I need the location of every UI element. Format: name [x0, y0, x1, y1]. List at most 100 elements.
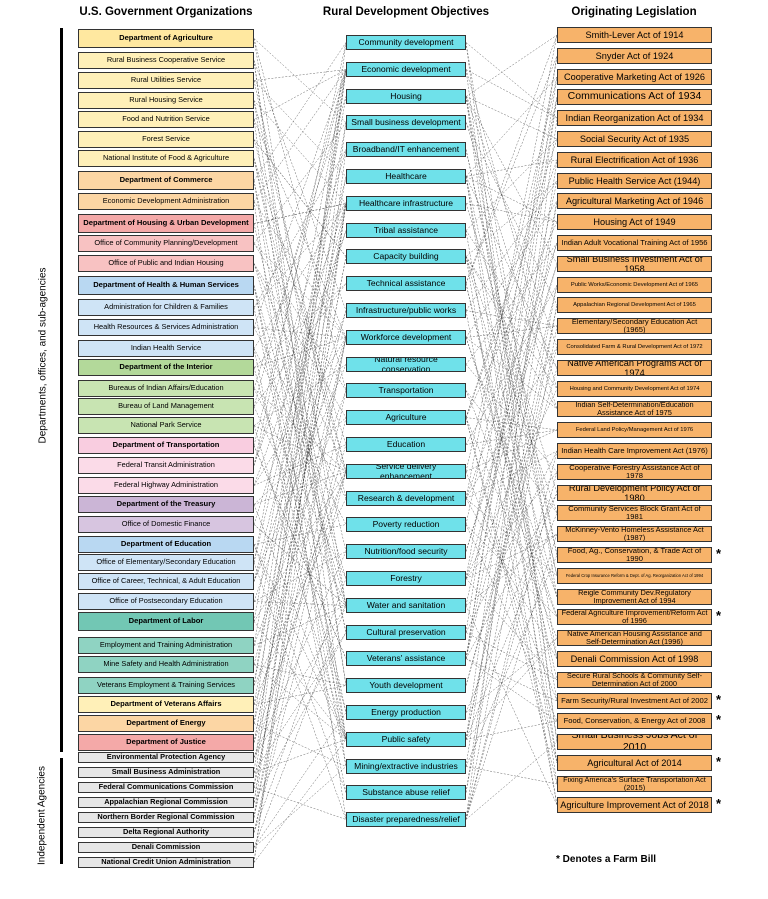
connection-line	[253, 444, 347, 758]
connection-line	[465, 96, 558, 556]
connection-line	[253, 337, 347, 788]
connection-line	[253, 42, 347, 466]
connection-line	[253, 203, 347, 803]
objective-capacity-building: Capacity building	[346, 249, 466, 264]
connection-line	[253, 96, 347, 622]
connection-line	[253, 122, 347, 818]
connection-line	[465, 256, 558, 410]
connection-line	[465, 242, 558, 552]
connection-line	[253, 203, 347, 582]
connection-line	[465, 310, 558, 327]
legislation-housing-and-community-development-act-of-1974: Housing and Community Development Act of…	[557, 381, 712, 397]
connection-line	[253, 664, 347, 740]
connection-line	[253, 203, 347, 466]
connection-line	[253, 524, 347, 545]
connection-line	[253, 80, 347, 499]
connection-line	[465, 203, 558, 223]
connection-line	[253, 445, 347, 659]
connection-line	[465, 390, 558, 618]
connection-line	[465, 138, 558, 418]
connection-line	[253, 176, 347, 686]
legislation-indian-health-care-improvement-act-1976: Indian Health Care Improvement Act (1976…	[557, 443, 712, 459]
connection-line	[465, 325, 558, 820]
connection-line	[465, 203, 558, 494]
org-department-of-commerce: Department of Commerce	[78, 171, 254, 190]
connection-line	[465, 96, 558, 140]
connection-line	[253, 122, 347, 646]
legislation-food-ag-conservation-and-trade-act-of-1990: Food, Ag., Conservation, & Trade Act of …	[557, 547, 712, 563]
legislation-food-conservation-and-energy-act-of-2008: Food, Conservation, & Energy Act of 2008	[557, 713, 712, 729]
connection-line	[465, 96, 558, 348]
connection-line	[465, 512, 558, 740]
connection-line	[253, 367, 347, 713]
connection-line	[253, 119, 347, 767]
connection-line	[253, 337, 347, 368]
connection-line	[465, 741, 558, 820]
org-veterans-employment-and-training-services: Veterans Employment & Training Services	[78, 677, 254, 694]
connection-line	[253, 263, 347, 472]
connection-line	[465, 159, 558, 418]
org-department-of-the-treasury: Department of the Treasury	[78, 496, 254, 513]
connection-line	[253, 203, 347, 705]
connection-line	[465, 325, 558, 338]
org-federal-transit-administration: Federal Transit Administration	[78, 457, 254, 474]
objective-infrastructure-public-works: Infrastructure/public works	[346, 303, 466, 318]
org-department-of-labor: Department of Labor	[78, 612, 254, 631]
connection-line	[465, 450, 558, 633]
connection-line	[465, 605, 558, 806]
org-employment-and-training-administration: Employment and Training Administration	[78, 637, 254, 654]
connection-line	[465, 471, 558, 579]
connection-line	[253, 96, 347, 389]
connection-line	[253, 119, 347, 338]
objective-natural-resource-conservation: Natural resource conservation	[346, 357, 466, 372]
connection-line	[465, 337, 558, 598]
connection-line	[465, 337, 558, 410]
connection-line	[253, 664, 347, 686]
connection-line	[465, 76, 558, 659]
org-office-of-community-planning-development: Office of Community Planning/Development	[78, 235, 254, 252]
connection-line	[253, 766, 347, 848]
connection-line	[253, 621, 347, 740]
farm-bill-star: *	[716, 608, 722, 623]
connection-line	[253, 283, 347, 368]
connection-line	[253, 307, 347, 740]
objective-healthcare: Healthcare	[346, 169, 466, 184]
connection-line	[253, 38, 347, 391]
objective-community-development: Community development	[346, 35, 466, 50]
connection-line	[253, 201, 347, 338]
connection-line	[253, 256, 347, 743]
objective-agriculture: Agriculture	[346, 410, 466, 425]
farm-bill-star: *	[716, 754, 722, 769]
connection-line	[253, 69, 347, 446]
connection-line	[253, 337, 347, 818]
objective-disaster-preparedness-relief: Disaster preparedness/relief	[346, 812, 466, 827]
connection-line	[465, 42, 558, 119]
connection-line	[465, 263, 558, 579]
legislation-community-services-block-grant-act-of-1981: Community Services Block Grant Act of 19…	[557, 505, 712, 521]
connection-line	[253, 524, 347, 606]
connection-line	[253, 69, 347, 202]
legislation-indian-adult-vocational-training-act-of-1956: Indian Adult Vocational Training Act of …	[557, 235, 712, 251]
connection-line	[253, 69, 347, 120]
connection-line	[465, 554, 558, 767]
connection-line	[253, 498, 347, 686]
connection-line	[253, 180, 347, 740]
connection-line	[465, 96, 558, 740]
legislation-cooperative-forestry-assistance-act-of-1978: Cooperative Forestry Assistance Act of 1…	[557, 464, 712, 480]
org-department-of-housing-and-urban-development: Department of Housing & Urban Developmen…	[78, 214, 254, 233]
connection-line	[465, 42, 558, 598]
connection-line	[253, 203, 347, 803]
connection-line	[253, 203, 347, 224]
org-department-of-education: Department of Education	[78, 536, 254, 553]
org-federal-highway-administration: Federal Highway Administration	[78, 477, 254, 494]
connection-line	[465, 230, 558, 764]
objective-public-safety: Public safety	[346, 732, 466, 747]
farm-bill-star: *	[716, 692, 722, 707]
connection-line	[253, 632, 347, 773]
connection-line	[465, 176, 558, 369]
connection-line	[465, 96, 558, 525]
connection-line	[465, 471, 558, 702]
legislation-federal-agriculture-improvement-reform-act-of-1996: Federal Agriculture Improvement/Reform A…	[557, 609, 712, 625]
connection-line	[253, 158, 347, 445]
objective-water-and-sanitation: Water and sanitation	[346, 598, 466, 613]
